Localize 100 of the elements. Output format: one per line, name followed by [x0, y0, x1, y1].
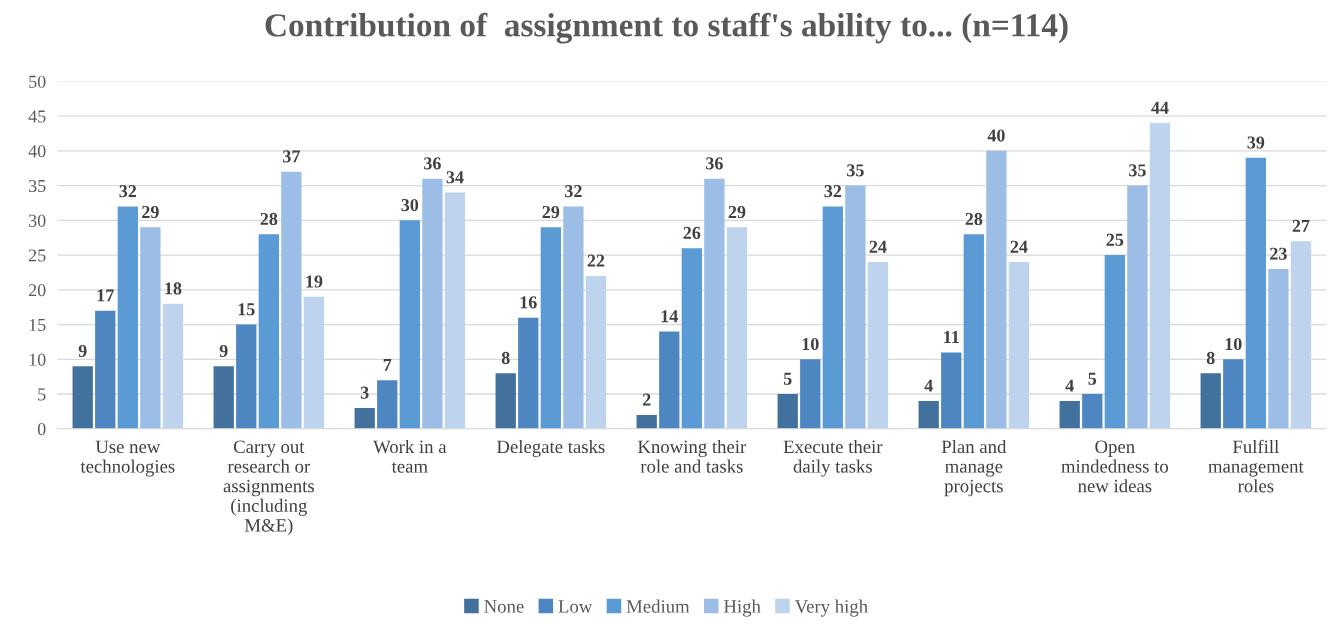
bar — [377, 380, 398, 429]
data-label: 32 — [824, 185, 842, 198]
bar — [540, 227, 561, 429]
bar — [303, 296, 325, 429]
bar — [918, 401, 939, 429]
data-label: 30 — [401, 198, 419, 212]
data-label: 5 — [783, 372, 792, 385]
data-label: 9 — [78, 344, 87, 358]
bar — [1290, 241, 1312, 429]
bar — [941, 352, 962, 429]
data-label: 3 — [360, 386, 369, 399]
data-label: 23 — [1270, 247, 1287, 260]
x-tick-label: Open mindedness to new ideas — [1061, 440, 1169, 493]
bar — [444, 192, 466, 429]
data-label: 8 — [1206, 351, 1215, 364]
x-tick-label: Execute their daily tasks — [783, 439, 883, 477]
data-label: 10 — [1225, 337, 1242, 351]
data-label: 29 — [728, 205, 746, 219]
data-label: 11 — [944, 331, 959, 343]
data-label: 18 — [165, 282, 182, 295]
bar — [563, 206, 584, 429]
data-label: 14 — [661, 310, 678, 323]
bar — [162, 303, 184, 429]
data-label: 8 — [501, 351, 510, 364]
data-label: 5 — [1088, 372, 1097, 385]
bar — [72, 366, 93, 429]
bar — [1127, 185, 1148, 429]
data-label: 19 — [306, 275, 323, 288]
bar — [354, 407, 375, 429]
bar — [1268, 268, 1289, 429]
bar — [867, 262, 889, 429]
bar — [822, 206, 843, 429]
data-label: 27 — [1292, 219, 1310, 232]
data-label: 28 — [965, 212, 983, 226]
y-tick-label: 15 — [29, 318, 46, 332]
legend-label: None — [484, 600, 524, 613]
y-tick-label: 35 — [29, 179, 46, 193]
y-tick-label: 0 — [37, 423, 46, 436]
y-tick-label: 40 — [28, 145, 46, 158]
data-label: 35 — [847, 164, 864, 177]
bar — [117, 206, 138, 429]
bar — [236, 324, 257, 429]
bar — [963, 234, 984, 429]
bar — [95, 310, 116, 429]
bar — [1200, 373, 1221, 429]
data-label: 29 — [542, 205, 560, 219]
data-label: 29 — [142, 205, 159, 219]
data-label: 24 — [869, 240, 887, 253]
data-label: 39 — [1247, 136, 1265, 149]
data-label: 35 — [1129, 164, 1146, 177]
bar — [777, 394, 798, 429]
bar — [140, 227, 161, 429]
bar — [1104, 255, 1125, 429]
bar — [281, 171, 302, 429]
data-label: 17 — [97, 289, 114, 302]
bar — [1149, 123, 1171, 429]
bar — [1245, 157, 1266, 429]
data-label: 24 — [1010, 240, 1028, 253]
bar — [726, 227, 748, 429]
data-label: 32 — [119, 185, 137, 198]
data-label: 7 — [383, 358, 392, 371]
data-label: 16 — [520, 296, 537, 309]
x-tick-label: Plan and manage projects — [941, 439, 1007, 497]
legend-label: Low — [558, 600, 593, 613]
bar — [800, 359, 821, 429]
data-label: 32 — [565, 185, 582, 198]
data-label: 34 — [446, 171, 464, 184]
legend-label: Medium — [626, 599, 690, 613]
data-label: 36 — [706, 157, 723, 170]
y-tick-label: 20 — [28, 284, 46, 297]
bar — [585, 275, 607, 429]
bar — [518, 317, 539, 429]
y-tick-label: 25 — [28, 249, 46, 262]
data-label: 10 — [802, 337, 819, 351]
bar — [659, 331, 680, 429]
data-label: 22 — [587, 254, 605, 267]
bar — [1008, 262, 1030, 429]
y-tick-label: 50 — [29, 75, 46, 88]
data-label: 28 — [260, 212, 278, 226]
x-tick-label: Carry out research or assignments (including M&E) — [223, 440, 314, 536]
x-tick-label: Fulfill management roles — [1208, 439, 1304, 493]
bar — [636, 414, 657, 429]
y-tick-label: 5 — [38, 388, 46, 401]
bar — [845, 185, 866, 429]
chart-title: Contribution of assignment to staff's ability to... (n=114) — [265, 12, 1068, 44]
bar — [495, 373, 516, 429]
bar — [1059, 401, 1080, 429]
bar — [681, 248, 702, 429]
bar — [1082, 394, 1103, 429]
bar — [986, 150, 1007, 429]
data-label: 9 — [219, 344, 228, 358]
data-label: 36 — [424, 157, 441, 170]
bar — [422, 178, 443, 429]
bar — [258, 234, 279, 429]
x-tick-label: Delegate tasks — [496, 439, 605, 457]
x-tick-label: Knowing their role and tasks — [637, 439, 747, 473]
data-label: 44 — [1151, 101, 1169, 114]
data-label: 2 — [642, 393, 651, 406]
x-tick-label: Work in a team — [373, 439, 447, 473]
y-tick-label: 10 — [29, 353, 46, 366]
